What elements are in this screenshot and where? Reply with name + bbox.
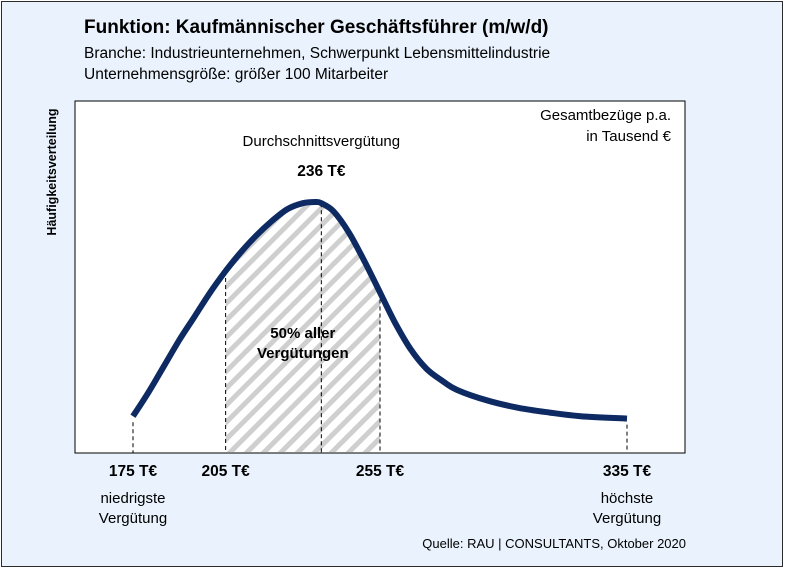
tick-label-255: 255 T€ xyxy=(356,463,405,480)
range-label-2: Vergütungen xyxy=(257,345,349,362)
average-value: 236 T€ xyxy=(297,163,346,180)
shaded-range-area xyxy=(225,201,380,452)
tick-note-335-2: Vergütung xyxy=(593,510,661,527)
chart-title: Funktion: Kaufmännischer Geschäftsführer… xyxy=(84,17,549,38)
tick-label-175: 175 T€ xyxy=(109,463,158,480)
tick-note-335-1: höchste xyxy=(601,490,654,507)
range-label-1: 50% aller xyxy=(270,325,335,342)
source-note: Quelle: RAU | CONSULTANTS, Oktober 2020 xyxy=(422,536,686,551)
company-size-subtitle: Unternehmensgröße: größer 100 Mitarbeite… xyxy=(84,66,389,83)
distribution-curve xyxy=(130,198,628,422)
tick-label-335: 335 T€ xyxy=(603,463,652,480)
tick-note-175-2: Vergütung xyxy=(99,510,167,527)
unit-note-1: Gesamtbezüge p.a. xyxy=(540,107,671,124)
average-caption: Durchschnittsvergütung xyxy=(243,133,401,150)
tick-note-175-1: niedrigste xyxy=(100,490,165,507)
tick-label-205: 205 T€ xyxy=(201,463,250,480)
industry-subtitle: Branche: Industrieunternehmen, Schwerpun… xyxy=(84,45,551,62)
unit-note-2: in Tausend € xyxy=(586,128,671,145)
